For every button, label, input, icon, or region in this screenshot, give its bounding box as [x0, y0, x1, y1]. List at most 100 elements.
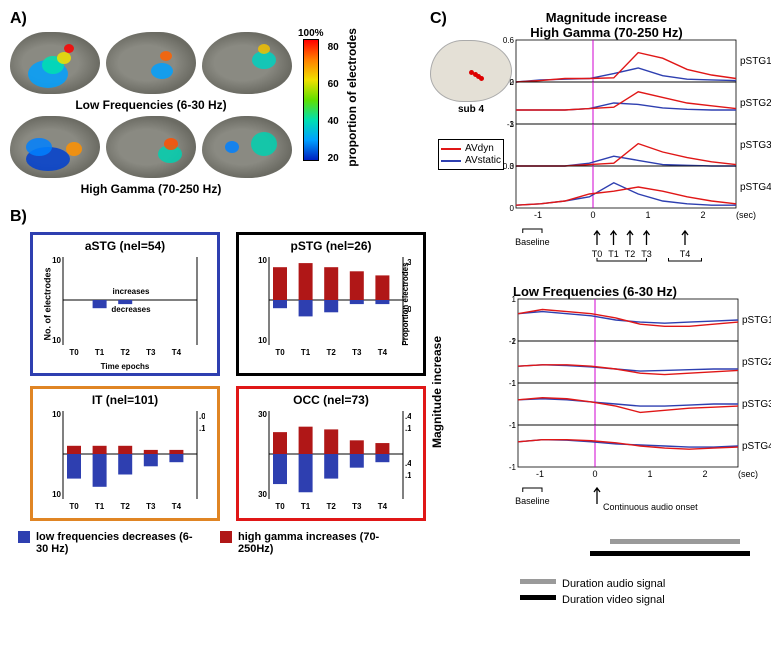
- svg-text:T0: T0: [275, 502, 285, 511]
- sub-label: sub 4: [458, 104, 484, 115]
- svg-text:(sec): (sec): [736, 210, 756, 220]
- legend-dyn-label: AVdyn: [465, 143, 494, 154]
- svg-text:10: 10: [52, 256, 61, 265]
- svg-text:-1: -1: [509, 463, 517, 472]
- svg-text:1: 1: [647, 469, 652, 479]
- svg-text:T2: T2: [625, 249, 636, 259]
- legend-sta-label: AVstatic: [465, 155, 501, 166]
- b-chart: OCC (nel=73)3030.41.14.41.14T0T1T2T3T4: [236, 386, 426, 521]
- colorbar-container: 100% 80 60 40 20 proportion of electrode…: [298, 28, 387, 167]
- svg-text:Baseline: Baseline: [515, 496, 550, 506]
- colorbar: [303, 39, 319, 161]
- cb-tick: 80: [328, 42, 339, 53]
- c-lf-traces: -11pSTG1-12pSTG2-11pSTG3-11pSTG4-1012(se…: [518, 299, 771, 486]
- trace-plot: -12: [518, 341, 738, 383]
- trace-plot: -11: [518, 425, 738, 467]
- svg-text:T2: T2: [121, 502, 131, 511]
- svg-text:1: 1: [512, 421, 517, 430]
- svg-text:T3: T3: [352, 502, 362, 511]
- panel-c-title1: Magnitude increase: [453, 10, 760, 25]
- b-chart-title: pSTG (nel=26): [243, 239, 419, 253]
- svg-text:-1: -1: [534, 210, 542, 220]
- colorbar-ticks: 80 60 40 20: [328, 42, 339, 164]
- c-legend: AVdyn AVstatic: [438, 139, 504, 170]
- svg-text:10: 10: [258, 256, 267, 265]
- svg-text:T4: T4: [378, 348, 388, 357]
- svg-text:1: 1: [512, 295, 517, 304]
- colorbar-top: 100%: [298, 28, 324, 39]
- trace-plot: -11: [518, 383, 738, 425]
- legend-blue: low frequencies decreases (6-30 Hz): [18, 531, 196, 555]
- panel-b-grid: aSTG (nel=54)1010increasesdecreasesT0T1T…: [30, 232, 430, 521]
- panel-c-title2: Low Frequencies (6-30 Hz): [430, 284, 760, 299]
- cb-tick: 60: [328, 79, 339, 90]
- electrode-label: pSTG4: [742, 441, 771, 452]
- svg-text:.1: .1: [199, 424, 205, 433]
- svg-text:.41: .41: [405, 459, 411, 468]
- svg-text:T0: T0: [592, 249, 603, 259]
- dur-video-label: Duration video signal: [562, 594, 665, 606]
- trace-plot: 03: [516, 124, 736, 166]
- svg-text:T4: T4: [172, 502, 182, 511]
- svg-text:T2: T2: [121, 348, 131, 357]
- duration-bars: [520, 535, 750, 565]
- svg-text:0.3: 0.3: [503, 162, 515, 171]
- electrode-label: pSTG3: [740, 140, 771, 151]
- svg-text:10: 10: [258, 336, 267, 345]
- legend-red: high gamma increases (70-250Hz): [220, 531, 398, 555]
- svg-text:30: 30: [258, 490, 267, 499]
- trace-plot: 00.6: [516, 40, 736, 82]
- svg-text:1: 1: [645, 210, 650, 220]
- panel-a-brains: Low Frequencies (6-30 Hz): [10, 28, 292, 196]
- svg-text:2: 2: [512, 337, 517, 346]
- svg-text:T3: T3: [146, 502, 156, 511]
- svg-text:T1: T1: [608, 249, 619, 259]
- svg-text:T2: T2: [327, 348, 337, 357]
- row1-label: Low Frequencies (6-30 Hz): [10, 98, 292, 112]
- brain-row-2: [10, 116, 292, 178]
- svg-text:T3: T3: [146, 348, 156, 357]
- svg-text:T0: T0: [69, 502, 79, 511]
- svg-text:10: 10: [52, 410, 61, 419]
- svg-text:Continuous audio onset: Continuous audio onset: [603, 502, 698, 512]
- brain-lateral-lf: [10, 32, 100, 94]
- row2-label: High Gamma (70-250 Hz): [10, 182, 292, 196]
- svg-text:T1: T1: [301, 348, 311, 357]
- brain-lateral-hg: [10, 116, 100, 178]
- left-column: A): [10, 10, 430, 606]
- panel-a-label: A): [10, 10, 430, 28]
- colorbar-label: proportion of electrodes: [345, 28, 359, 167]
- svg-text:2: 2: [702, 469, 707, 479]
- panel-b-legend: low frequencies decreases (6-30 Hz) high…: [18, 531, 430, 555]
- svg-text:T4: T4: [680, 249, 691, 259]
- svg-text:3: 3: [510, 120, 515, 129]
- dur-audio-label: Duration audio signal: [562, 578, 665, 590]
- svg-text:0: 0: [510, 204, 515, 213]
- electrode-label: pSTG2: [742, 357, 771, 368]
- svg-text:T3: T3: [352, 348, 362, 357]
- panel-b-label: B): [10, 208, 430, 226]
- svg-text:T1: T1: [301, 502, 311, 511]
- trace-plot: -11: [518, 299, 738, 341]
- b-chart: pSTG (nel=26)1010.38.08T0T1T2T3T4Proport…: [236, 232, 426, 376]
- svg-text:T0: T0: [275, 348, 285, 357]
- brain-ventral-hg: [202, 116, 292, 178]
- c-hg-traces: 00.6pSTG1-12pSTG203pSTG300.3pSTG4-1012(s…: [516, 40, 771, 227]
- svg-text:.41: .41: [405, 412, 411, 421]
- trace-plot: 00.3: [516, 166, 736, 208]
- figure-root: A): [10, 10, 761, 606]
- svg-text:10: 10: [52, 336, 61, 345]
- dur-video-row: Duration video signal: [520, 594, 760, 606]
- svg-text:T1: T1: [95, 348, 105, 357]
- svg-text:T1: T1: [95, 502, 105, 511]
- svg-text:1: 1: [512, 379, 517, 388]
- svg-text:T4: T4: [378, 502, 388, 511]
- svg-text:increases: increases: [113, 287, 150, 296]
- svg-text:T4: T4: [172, 348, 182, 357]
- svg-text:0.6: 0.6: [503, 36, 515, 45]
- electrode-label: pSTG3: [742, 399, 771, 410]
- c-brain: [430, 40, 512, 102]
- swatch-blue: [18, 531, 30, 543]
- dur-video-swatch: [520, 595, 556, 600]
- b-chart-title: OCC (nel=73): [243, 393, 419, 407]
